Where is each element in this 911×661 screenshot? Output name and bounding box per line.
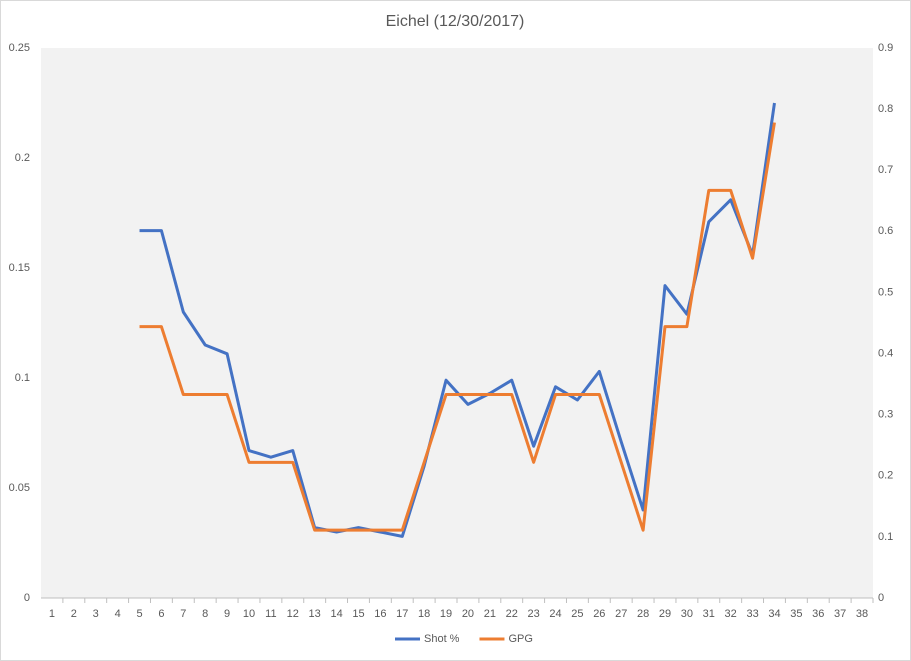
y2-tick-label: 0.9 bbox=[878, 42, 893, 54]
x-tick-label: 7 bbox=[180, 608, 186, 620]
y2-tick-label: 0.2 bbox=[878, 470, 893, 482]
y-tick-label: 0.1 bbox=[15, 372, 30, 384]
x-tick-label: 35 bbox=[790, 608, 802, 620]
x-tick-label: 29 bbox=[659, 608, 671, 620]
x-tick-label: 4 bbox=[115, 608, 121, 620]
plot-area bbox=[41, 48, 873, 598]
x-tick-label: 14 bbox=[330, 608, 342, 620]
x-tick-label: 27 bbox=[615, 608, 627, 620]
x-tick-label: 17 bbox=[396, 608, 408, 620]
x-tick-label: 20 bbox=[462, 608, 474, 620]
x-tick-label: 10 bbox=[243, 608, 255, 620]
series-line bbox=[139, 122, 776, 532]
y-tick-label: 0.15 bbox=[9, 262, 30, 274]
x-tick-label: 26 bbox=[593, 608, 605, 620]
x-tick-label: 21 bbox=[484, 608, 496, 620]
x-tick-label: 30 bbox=[681, 608, 693, 620]
y-tick-label: 0 bbox=[24, 592, 30, 604]
y2-tick-label: 0.4 bbox=[878, 347, 893, 359]
x-tick-label: 38 bbox=[856, 608, 868, 620]
x-tick-label: 12 bbox=[287, 608, 299, 620]
x-tick-label: 31 bbox=[703, 608, 715, 620]
x-tick-label: 11 bbox=[265, 608, 276, 620]
x-tick-label: 33 bbox=[746, 608, 758, 620]
x-tick-label: 37 bbox=[834, 608, 846, 620]
legend-label: Shot % bbox=[424, 633, 460, 645]
y2-tick-label: 0.5 bbox=[878, 286, 893, 298]
y2-tick-label: 0.6 bbox=[878, 225, 893, 237]
x-tick-label: 16 bbox=[374, 608, 386, 620]
y-tick-label: 0.05 bbox=[9, 482, 30, 494]
x-tick-label: 13 bbox=[309, 608, 321, 620]
x-tick-label: 24 bbox=[549, 608, 561, 620]
x-tick-label: 25 bbox=[571, 608, 583, 620]
series-line bbox=[139, 102, 776, 538]
x-tick-label: 34 bbox=[768, 608, 780, 620]
y-tick-label: 0.25 bbox=[9, 42, 30, 54]
x-tick-label: 15 bbox=[352, 608, 364, 620]
x-tick-label: 19 bbox=[440, 608, 452, 620]
x-tick-label: 5 bbox=[136, 608, 142, 620]
x-tick-label: 3 bbox=[93, 608, 99, 620]
x-tick-label: 1 bbox=[49, 608, 55, 620]
x-tick-label: 28 bbox=[637, 608, 649, 620]
y2-tick-label: 0.8 bbox=[878, 103, 893, 115]
x-tick-label: 36 bbox=[812, 608, 824, 620]
x-tick-label: 6 bbox=[158, 608, 164, 620]
legend-label: GPG bbox=[508, 633, 532, 645]
x-tick-label: 22 bbox=[506, 608, 518, 620]
x-tick-label: 2 bbox=[71, 608, 77, 620]
x-tick-label: 32 bbox=[725, 608, 737, 620]
y2-tick-label: 0.1 bbox=[878, 531, 893, 543]
x-tick-label: 9 bbox=[224, 608, 230, 620]
y2-tick-label: 0.3 bbox=[878, 409, 893, 421]
y2-tick-label: 0.7 bbox=[878, 164, 893, 176]
y2-tick-label: 0 bbox=[878, 592, 884, 604]
x-tick-label: 18 bbox=[418, 608, 430, 620]
y-tick-label: 0.2 bbox=[15, 152, 30, 164]
chart-title: Eichel (12/30/2017) bbox=[386, 13, 525, 30]
x-tick-label: 8 bbox=[202, 608, 208, 620]
x-tick-label: 23 bbox=[528, 608, 540, 620]
